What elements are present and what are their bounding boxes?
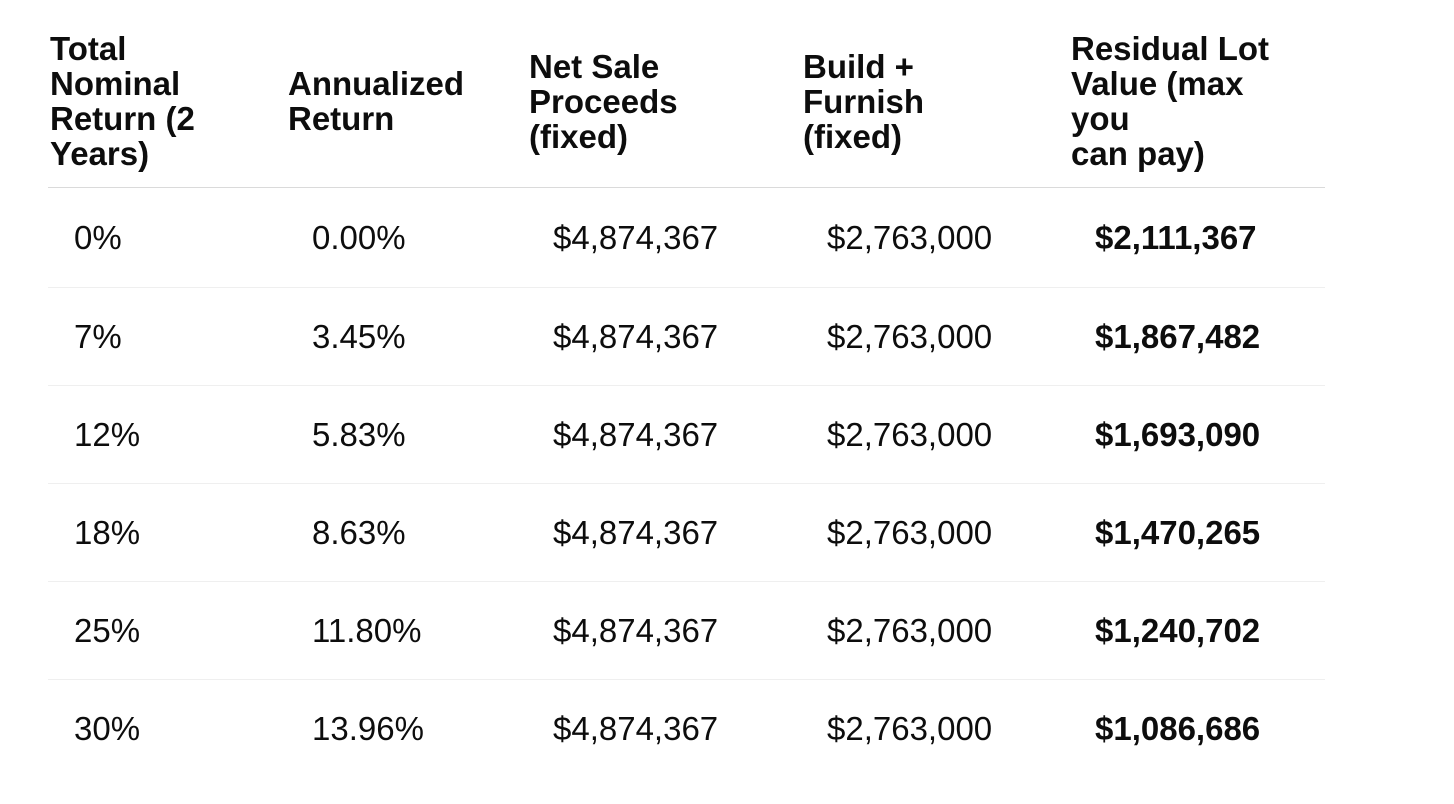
table-cell-total-nominal-return: 0% xyxy=(74,218,122,256)
table-cell-build-furnish: $2,763,000 xyxy=(801,580,1069,679)
table-cell-total-nominal-return: 7% xyxy=(48,286,286,385)
table-cell-net-sale-proceeds: $4,874,367 xyxy=(527,580,801,679)
table-cell-residual-lot-value: $2,111,367 xyxy=(1095,218,1257,256)
table-cell-annualized-return: 5.83% xyxy=(286,384,527,483)
table-cell-residual-lot-value: $1,867,482 xyxy=(1069,286,1325,385)
returns-table: Total Nominal Return (2 Years) Annualize… xyxy=(48,0,1325,777)
table-row: 25% 11.80% $4,874,367 $2,763,000 $1,240,702 xyxy=(48,580,1325,679)
table-cell-annualized-return: 13.96% xyxy=(286,678,527,777)
table-cell-net-sale-proceeds: $4,874,367 xyxy=(527,678,801,777)
table-row: 0% 0.00% $4,874,367 $2,763,000 $2,111,367 xyxy=(48,187,1325,287)
table-row: 7% 3.45% $4,874,367 $2,763,000 $1,867,482 xyxy=(48,286,1325,385)
table-cell-build-furnish: $2,763,000 xyxy=(827,218,993,256)
column-header-residual-lot-value: Residual Lot Value (max you can pay) xyxy=(1069,0,1325,188)
table-cell-annualized-return: 3.45% xyxy=(286,286,527,385)
table-cell-total-nominal-return: 12% xyxy=(48,384,286,483)
table-cell-annualized-return: 0.00% xyxy=(312,218,406,256)
table-cell-build-furnish: $2,763,000 xyxy=(801,286,1069,385)
table-cell-total-nominal-return: 18% xyxy=(48,482,286,581)
column-header-net-sale-proceeds: Net Sale Proceeds (fixed) xyxy=(527,0,801,188)
table-row: 30% 13.96% $4,874,367 $2,763,000 $1,086,686 xyxy=(48,678,1325,777)
table-cell-net-sale-proceeds: $4,874,367 xyxy=(527,286,801,385)
column-header-build-furnish: Build + Furnish (fixed) xyxy=(801,0,1069,188)
table-cell-build-furnish: $2,763,000 xyxy=(801,384,1069,483)
table-cell-residual-lot-value: $1,086,686 xyxy=(1069,678,1325,777)
table-cell-annualized-return: 8.63% xyxy=(286,482,527,581)
table-cell-build-furnish: $2,763,000 xyxy=(801,678,1069,777)
table-cell-build-furnish: $2,763,000 xyxy=(801,482,1069,581)
table-cell-annualized-return: 11.80% xyxy=(286,580,527,679)
table-body: 0% 0.00% $4,874,367 $2,763,000 $2,111,367 7% 3… xyxy=(48,187,1325,777)
column-header-annualized-return: Annualized Return xyxy=(286,0,527,188)
table-row: 18% 8.63% $4,874,367 $2,763,000 $1,470,265 xyxy=(48,482,1325,581)
table-cell-residual-lot-value: $1,470,265 xyxy=(1069,482,1325,581)
table-cell-residual-lot-value: $1,240,702 xyxy=(1069,580,1325,679)
column-header-total-nominal-return: Total Nominal Return (2 Years) xyxy=(48,0,286,188)
table-cell-net-sale-proceeds: $4,874,367 xyxy=(553,218,719,256)
table-row: 12% 5.83% $4,874,367 $2,763,000 $1,693,090 xyxy=(48,384,1325,483)
table-cell-net-sale-proceeds: $4,874,367 xyxy=(527,384,801,483)
table-cell-residual-lot-value: $1,693,090 xyxy=(1069,384,1325,483)
table-cell-net-sale-proceeds: $4,874,367 xyxy=(527,482,801,581)
table-cell-total-nominal-return: 25% xyxy=(48,580,286,679)
table-cell-total-nominal-return: 30% xyxy=(48,678,286,777)
table-header-row: Total Nominal Return (2 Years) Annualize… xyxy=(48,0,1325,188)
